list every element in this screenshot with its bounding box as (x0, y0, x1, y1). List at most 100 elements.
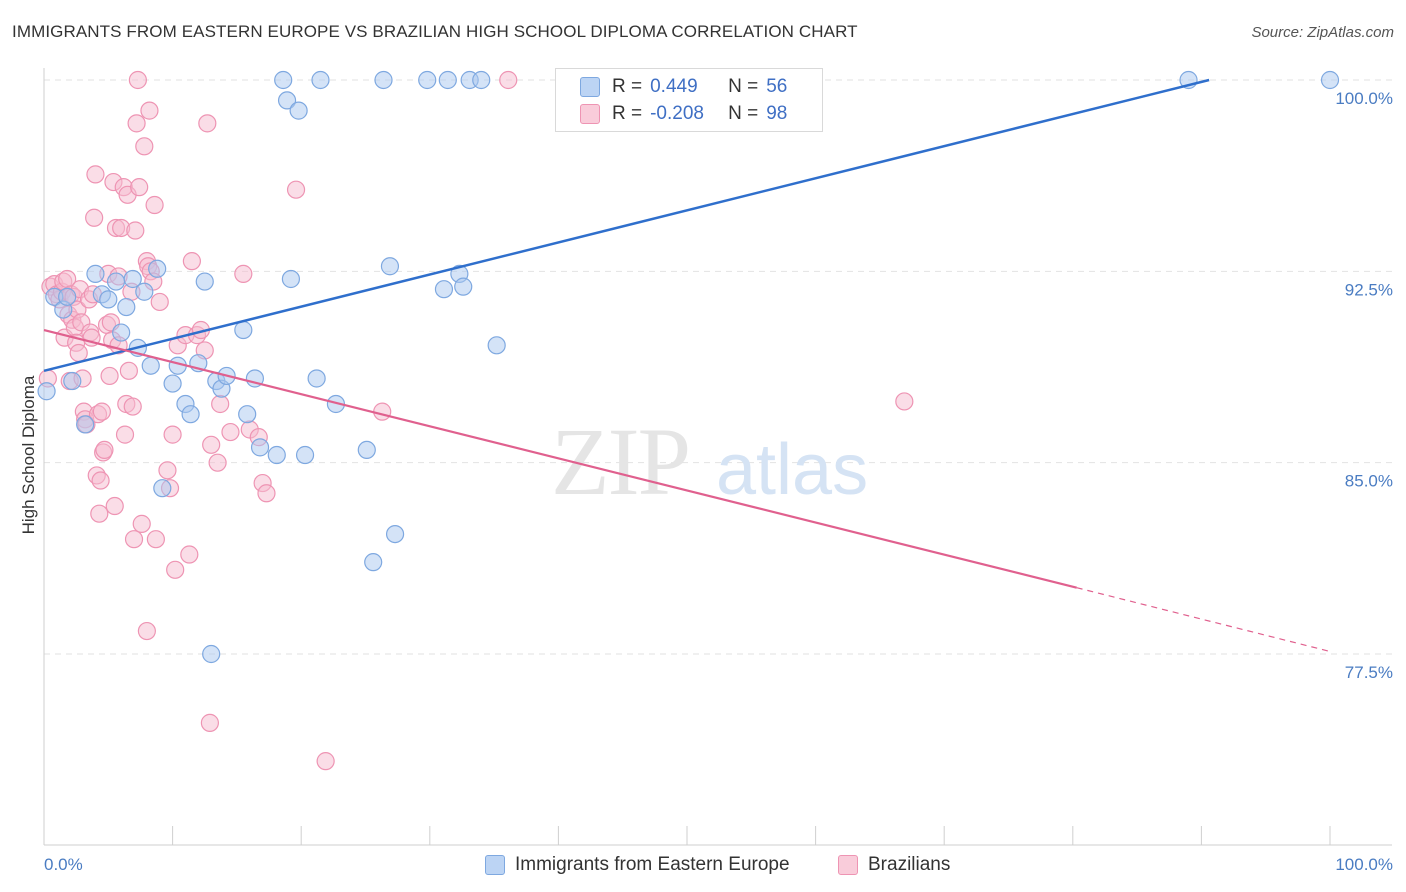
brazilians-point (140, 101, 159, 120)
eastern-europe-point (274, 70, 293, 90)
brazilians-point (91, 471, 110, 490)
y-tick-label-2: 92.5% (1345, 280, 1393, 299)
eastern-europe-point (63, 371, 82, 391)
legend-swatch-pink (838, 855, 858, 875)
eastern-europe-point (195, 272, 214, 291)
legend-n-value: 56 (766, 76, 788, 97)
chart-source: Source: ZipAtlas.com (1251, 24, 1394, 41)
eastern-europe-point (357, 440, 376, 460)
legend-row-eastern-europe: R = 0.449 N = 56 (580, 74, 787, 100)
y-tick-label-0: 77.5% (1345, 663, 1393, 682)
eastern-europe-point (202, 644, 221, 664)
brazilians-point (286, 180, 306, 199)
eastern-europe-point (58, 287, 77, 306)
brazilians-point (115, 425, 135, 444)
legend-swatch-blue (580, 77, 600, 97)
eastern-europe-point (454, 277, 473, 296)
trendline-brazilians-extension (1076, 587, 1331, 653)
x-tick-label-0: 0.0% (44, 855, 83, 874)
brazilians-point (105, 496, 124, 516)
brazilians-point (130, 178, 149, 197)
eastern-europe-point (238, 405, 257, 424)
eastern-europe-point (141, 356, 160, 375)
eastern-europe-point (289, 101, 308, 120)
brazilians-point (257, 484, 276, 503)
series-eastern-europe-points (37, 70, 1340, 664)
trendline-eastern-europe (43, 78, 1210, 373)
brazilians-point (86, 165, 105, 184)
eastern-europe-point (1320, 70, 1340, 90)
brazilians-point (92, 402, 111, 421)
brazilians-point (85, 208, 104, 227)
eastern-europe-point (86, 264, 105, 283)
brazilians-point (146, 530, 165, 549)
brazilians-point (180, 545, 199, 564)
brazilians-point (127, 114, 146, 133)
legend-r-value: -0.208 (650, 103, 704, 124)
stats-legend: R = 0.449 N = 56 R = -0.208 N = 98 (555, 68, 823, 132)
eastern-europe-point (311, 70, 330, 90)
eastern-europe-point (438, 70, 457, 90)
brazilians-point (166, 560, 185, 579)
series-brazilians-points (38, 70, 914, 771)
eastern-europe-point (163, 374, 182, 393)
eastern-europe-point (106, 272, 126, 291)
brazilians-point (895, 392, 914, 411)
trendline-brazilians (43, 328, 1077, 589)
legend-row-brazilians: R = -0.208 N = 98 (580, 101, 787, 127)
y-tick-label-1: 85.0% (1345, 472, 1393, 491)
brazilians-point (95, 440, 114, 460)
brazilians-point (100, 366, 119, 386)
eastern-europe-point (380, 257, 400, 276)
brazilians-point (126, 221, 145, 240)
trendlines (43, 78, 1331, 653)
legend-r-label: R = (612, 76, 643, 97)
legend-item-eastern-europe: Immigrants from Eastern Europe (485, 852, 790, 878)
legend-swatch-pink (580, 104, 600, 124)
brazilians-point (234, 264, 253, 283)
brazilians-point (132, 514, 151, 533)
eastern-europe-point (385, 524, 405, 544)
axes (43, 68, 1392, 846)
x-tick-label-1: 100.0% (1335, 855, 1393, 874)
brazilians-point (200, 713, 219, 732)
eastern-europe-point (281, 269, 301, 289)
brazilians-point (135, 137, 154, 156)
legend-label: Brazilians (868, 854, 951, 875)
eastern-europe-point (76, 415, 95, 434)
eastern-europe-point (277, 91, 297, 110)
brazilians-point (123, 397, 142, 416)
eastern-europe-point (307, 369, 326, 388)
eastern-europe-point (250, 438, 270, 457)
brazilians-point (198, 114, 217, 133)
eastern-europe-point (112, 323, 131, 342)
brazilians-point (158, 461, 177, 480)
eastern-europe-point (135, 282, 154, 301)
brazilians-point (150, 292, 169, 312)
eastern-europe-point (117, 297, 136, 317)
eastern-europe-point (418, 70, 437, 90)
brazilians-point (137, 621, 156, 641)
eastern-europe-point (148, 259, 167, 278)
legend-item-brazilians: Brazilians (838, 852, 950, 878)
watermark: ZIP atlas (551, 408, 868, 515)
eastern-europe-point (295, 445, 315, 465)
legend-label: Immigrants from Eastern Europe (515, 854, 790, 875)
legend-n-label: N = (728, 103, 759, 124)
y-tick-labels: 77.5% 85.0% 92.5% 100.0% (1335, 89, 1393, 682)
brazilians-point (145, 195, 164, 215)
eastern-europe-point (487, 336, 506, 355)
eastern-europe-point (234, 320, 253, 340)
y-tick-label-3: 100.0% (1335, 89, 1393, 108)
brazilians-point (90, 504, 109, 523)
brazilians-point (208, 453, 227, 472)
eastern-europe-point (123, 269, 142, 289)
chart-title: IMMIGRANTS FROM EASTERN EUROPE VS BRAZIL… (12, 22, 858, 41)
legend-r-value: 0.449 (650, 76, 698, 97)
eastern-europe-point (181, 405, 200, 424)
eastern-europe-point (267, 445, 286, 465)
brazilians-point (211, 394, 230, 414)
eastern-europe-point (472, 70, 491, 90)
x-tick-labels: 0.0% 100.0% (44, 855, 1393, 874)
